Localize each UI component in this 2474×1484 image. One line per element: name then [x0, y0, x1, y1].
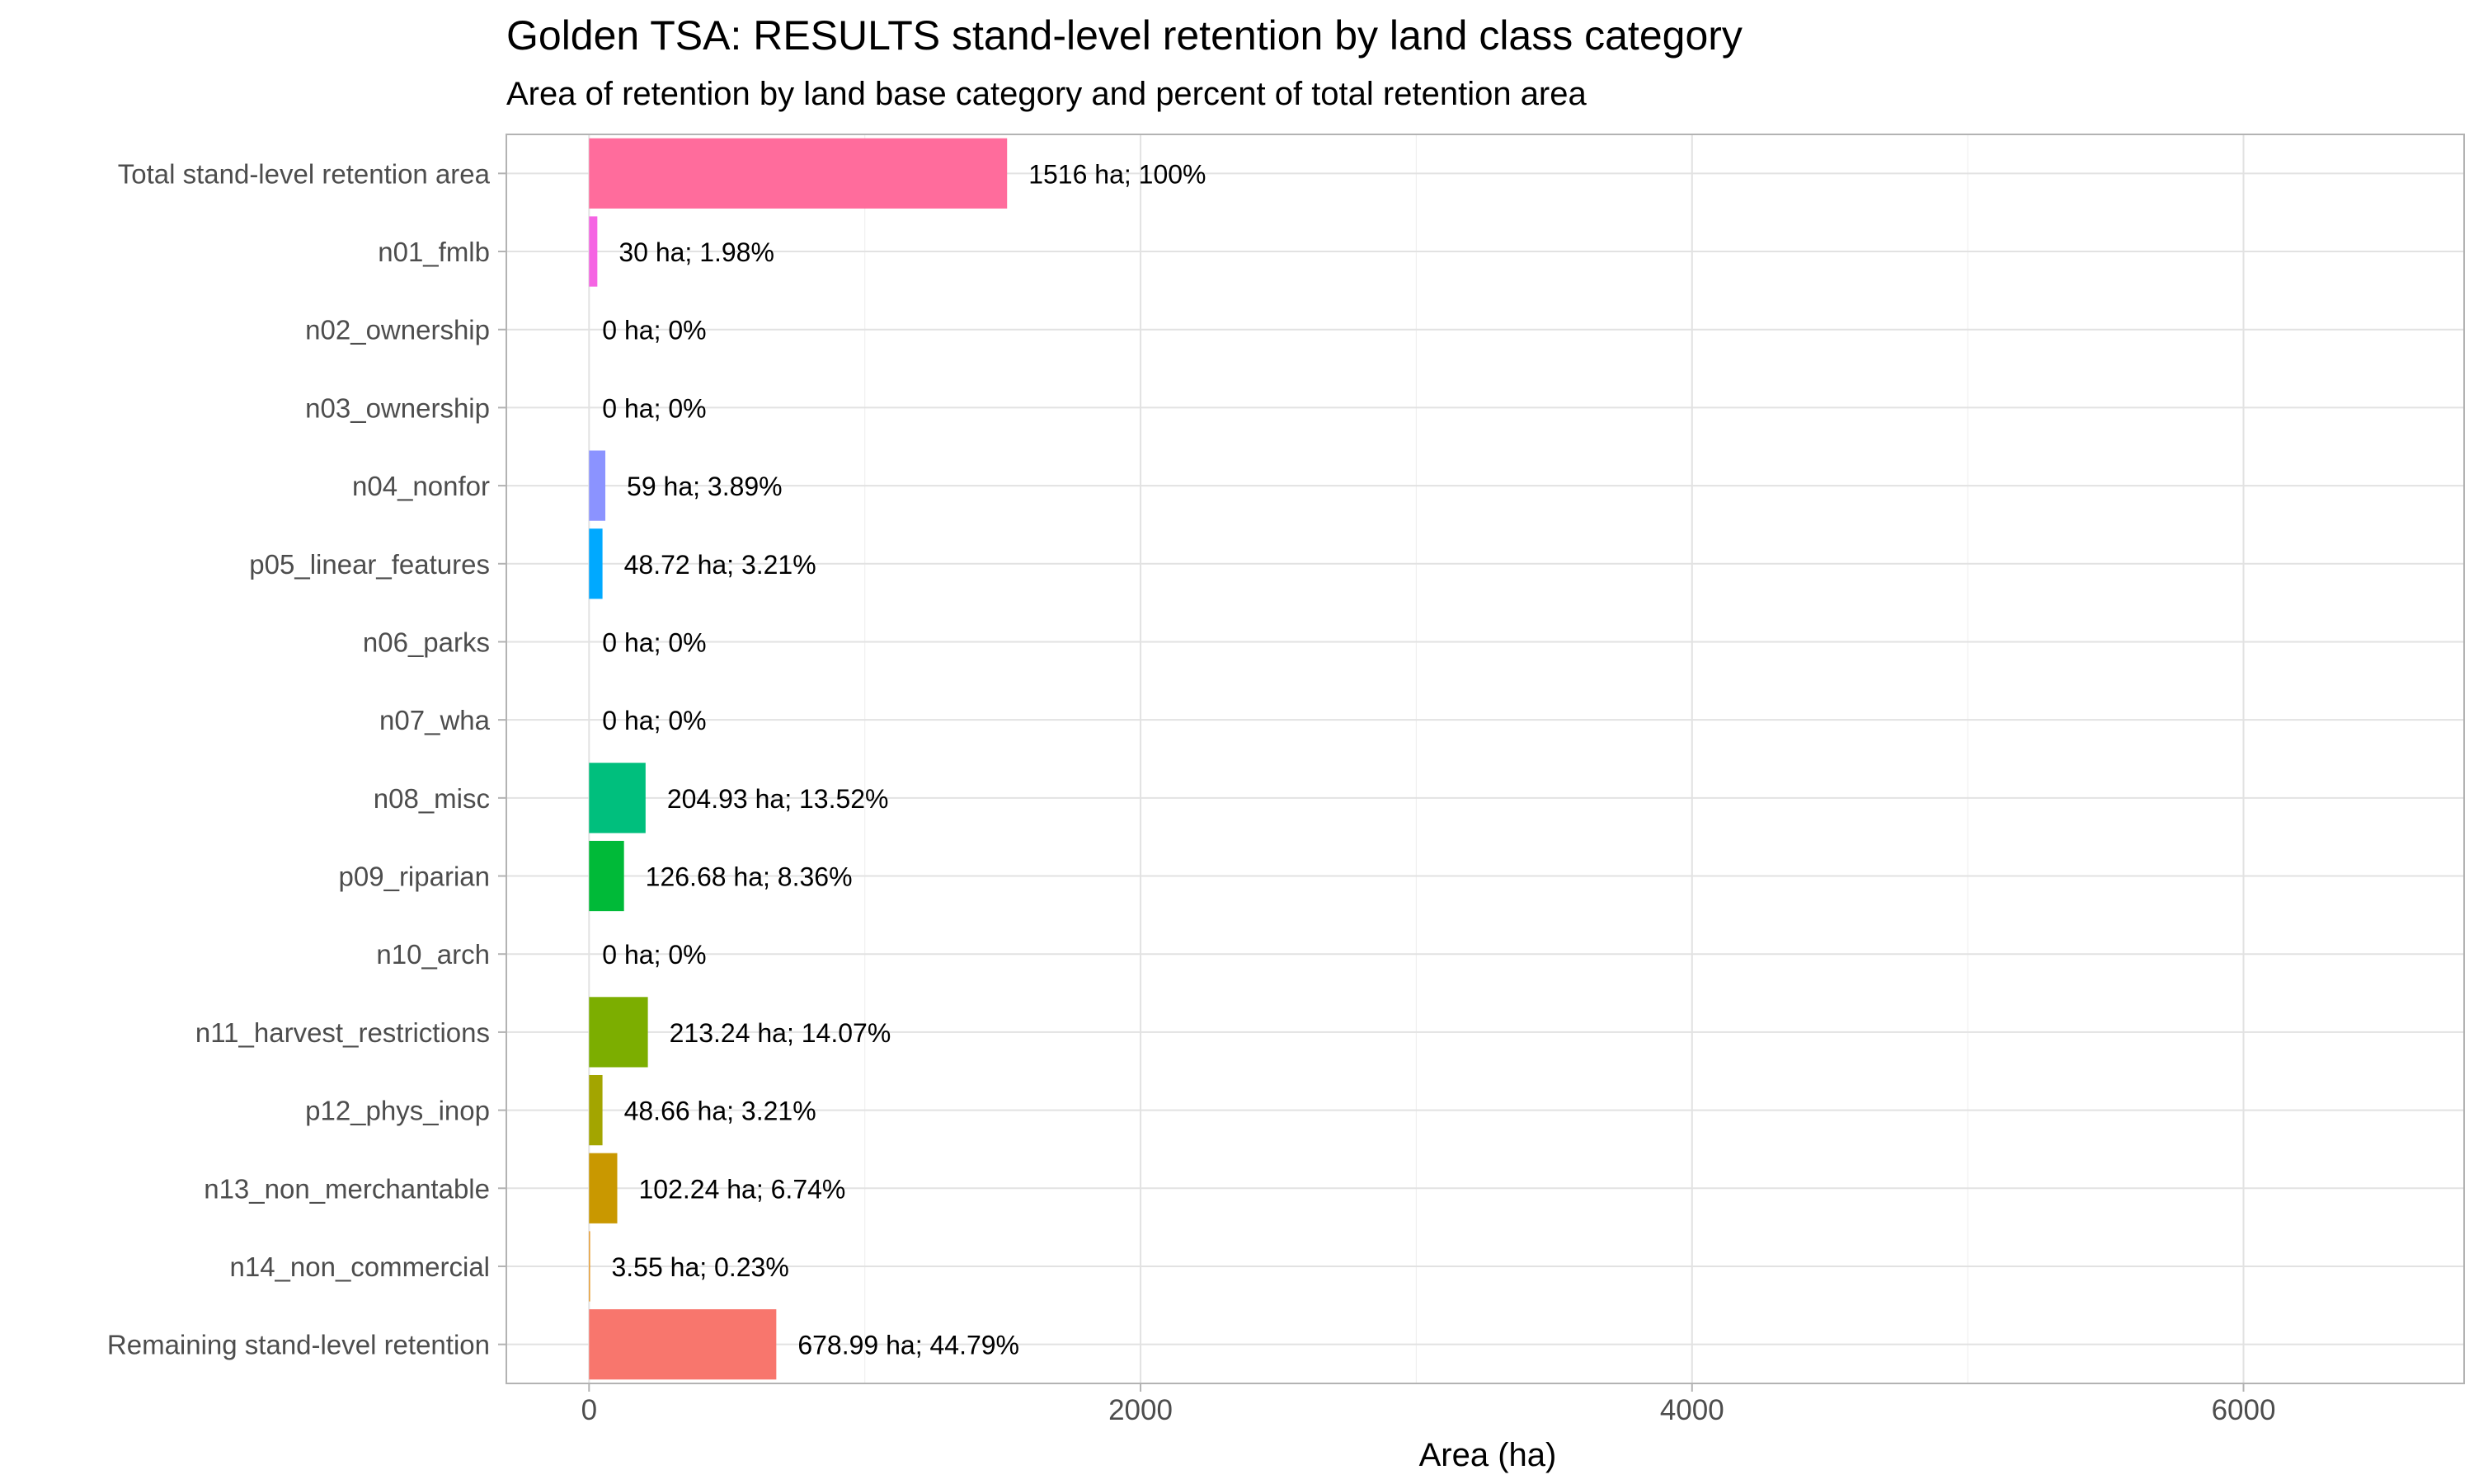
data-label: 0 ha; 0% — [602, 706, 706, 735]
bar — [589, 1231, 590, 1302]
bar — [589, 763, 646, 834]
data-labels: 1516 ha; 100% 30 ha; 1.98% 0 ha; 0% 0 ha; 0… — [602, 159, 1206, 1360]
data-label: 59 ha; 3.89% — [627, 472, 783, 501]
category-labels: Total stand-level retention area n01_fmlb… — [107, 158, 506, 1360]
x-tick-label: 2000 — [1108, 1394, 1173, 1426]
plot-border — [506, 134, 2465, 1384]
data-label: 0 ha; 0% — [602, 316, 706, 345]
category-label: n10_arch — [376, 939, 490, 970]
chart-title: Golden TSA: RESULTS stand-level retentio… — [506, 12, 1743, 59]
data-label: 48.66 ha; 3.21% — [624, 1097, 816, 1126]
data-label: 30 ha; 1.98% — [618, 237, 774, 267]
category-label: n02_ownership — [305, 315, 490, 345]
bar — [589, 997, 648, 1068]
category-label: p12_phys_inop — [305, 1096, 490, 1126]
x-tick-label: 6000 — [2212, 1394, 2276, 1426]
category-label: p09_riparian — [339, 862, 490, 892]
category-label: Remaining stand-level retention — [107, 1330, 490, 1360]
x-tick-labels: 0 2000 4000 6000 — [581, 1383, 2276, 1426]
bar — [589, 138, 1008, 209]
bar — [589, 216, 598, 287]
category-label: p05_linear_features — [249, 549, 490, 580]
plot-panel — [506, 134, 2464, 1383]
category-label: n04_nonfor — [352, 471, 490, 501]
category-label: n03_ownership — [305, 392, 490, 423]
bar — [589, 528, 603, 599]
bar — [589, 1074, 603, 1146]
data-label: 126.68 ha; 8.36% — [646, 862, 853, 892]
bar — [589, 840, 624, 912]
category-label: n06_parks — [363, 627, 490, 657]
category-label: n14_non_commercial — [229, 1252, 490, 1282]
data-label: 0 ha; 0% — [602, 940, 706, 970]
data-label: 0 ha; 0% — [602, 627, 706, 657]
category-label: Total stand-level retention area — [118, 158, 491, 189]
x-axis-title: Area (ha) — [1419, 1437, 1557, 1473]
bars — [589, 138, 1008, 1380]
data-label: 204.93 ha; 13.52% — [667, 784, 889, 814]
data-label: 678.99 ha; 44.79% — [797, 1331, 1019, 1360]
x-tick-label: 0 — [581, 1394, 597, 1426]
data-label: 102.24 ha; 6.74% — [638, 1174, 845, 1204]
data-label: 3.55 ha; 0.23% — [611, 1252, 788, 1282]
category-label: n01_fmlb — [378, 237, 490, 267]
data-label: 1516 ha; 100% — [1028, 159, 1206, 189]
chart-subtitle: Area of retention by land base category … — [506, 76, 1587, 112]
bar — [589, 1309, 777, 1380]
category-label: n08_misc — [374, 783, 490, 814]
category-label: n07_wha — [379, 705, 491, 735]
category-label: n13_non_merchantable — [204, 1173, 490, 1204]
bar — [589, 1153, 618, 1223]
bar — [589, 450, 606, 521]
grid-lines — [506, 134, 2464, 1383]
data-label: 48.72 ha; 3.21% — [624, 550, 816, 580]
x-tick-label: 4000 — [1660, 1394, 1724, 1426]
category-label: n11_harvest_restrictions — [195, 1017, 490, 1048]
data-label: 213.24 ha; 14.07% — [670, 1018, 891, 1048]
data-label: 0 ha; 0% — [602, 393, 706, 423]
